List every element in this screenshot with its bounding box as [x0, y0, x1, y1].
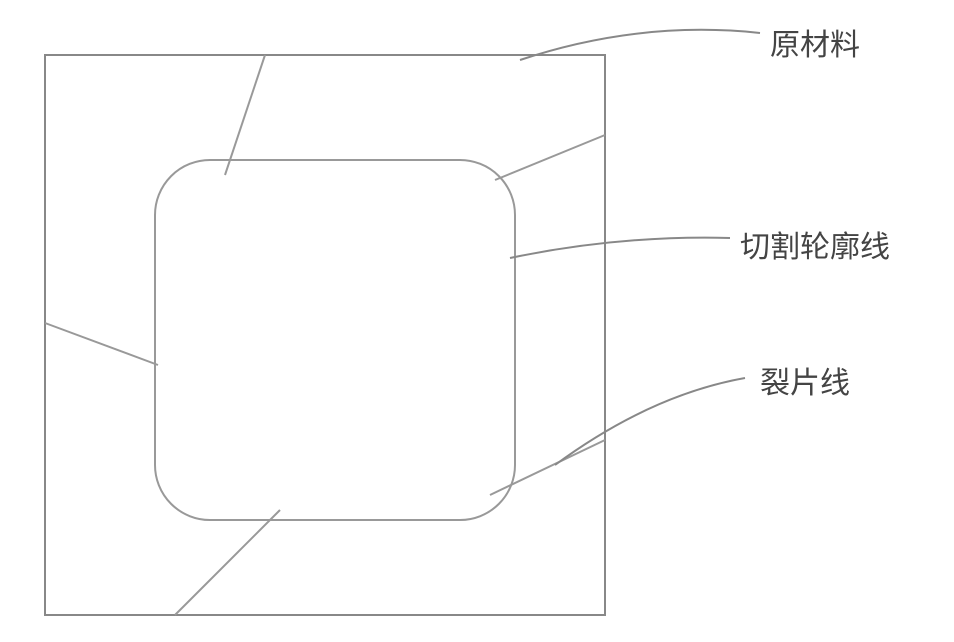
label-crack-line-text: 裂片线 [760, 367, 850, 400]
label-raw-material: 原材料 [770, 20, 860, 64]
leader-crack-line [555, 378, 745, 465]
crack-line-left [45, 323, 158, 365]
crack-line-top-right [495, 135, 605, 180]
leader-cutting-contour [510, 238, 730, 258]
technical-diagram [0, 0, 954, 642]
label-raw-material-text: 原材料 [770, 29, 860, 62]
crack-line-bottom [175, 510, 280, 615]
outer-square [45, 55, 605, 615]
crack-line-right [490, 440, 605, 495]
crack-line-top [225, 55, 265, 175]
label-cutting-contour: 切割轮廓线 [740, 222, 890, 266]
inner-rounded-square [155, 160, 515, 520]
label-cutting-contour-text: 切割轮廓线 [740, 231, 890, 264]
label-crack-line: 裂片线 [760, 358, 850, 402]
